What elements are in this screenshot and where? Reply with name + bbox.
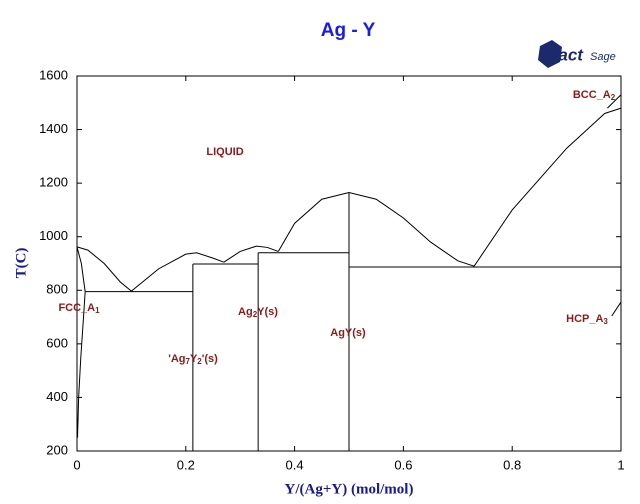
phase-boundary <box>607 94 622 109</box>
region-label: BCC_A2 <box>573 89 616 102</box>
y-tick-label: 800 <box>46 282 68 297</box>
phase-boundary <box>611 301 622 317</box>
region-label: Ag2Y(s) <box>238 306 278 319</box>
x-tick-label: 0.2 <box>177 457 195 472</box>
x-tick-label: 0.4 <box>286 457 304 472</box>
region-label: AgY(s) <box>330 327 366 339</box>
logo-mark <box>538 40 562 68</box>
phase-boundary <box>76 246 86 292</box>
x-tick-label: 1 <box>617 457 624 472</box>
y-tick-label: 1600 <box>39 67 68 82</box>
phase-boundary <box>77 291 86 438</box>
phase-boundary <box>277 192 475 267</box>
y-axis-label: T(C) <box>13 248 29 279</box>
x-axis-label: Y/(Ag+Y) (mol/mol) <box>285 481 414 497</box>
phase-boundary <box>473 107 622 267</box>
phase-boundary <box>223 245 279 263</box>
chart-title: Ag - Y <box>321 20 376 41</box>
y-tick-label: 200 <box>46 442 68 457</box>
x-tick-label: 0.8 <box>503 457 521 472</box>
y-tick-label: 1200 <box>39 175 68 190</box>
region-label: LIQUID <box>206 146 243 158</box>
logo-sub: Sage <box>590 51 616 63</box>
phase-boundary <box>131 252 225 292</box>
phase-boundary <box>76 246 132 292</box>
x-tick-label: 0 <box>73 457 80 472</box>
logo: Fact Sage <box>538 40 616 68</box>
region-label: FCC_A1 <box>58 302 100 315</box>
region-label: 'Ag7Y2'(s) <box>168 353 218 366</box>
y-tick-label: 400 <box>46 389 68 404</box>
y-tick-label: 600 <box>46 335 68 350</box>
region-label: HCP_A3 <box>566 313 608 326</box>
y-tick-label: 1400 <box>39 121 68 136</box>
logo-main: Fact <box>548 45 584 64</box>
x-tick-label: 0.6 <box>394 457 412 472</box>
y-tick-label: 1000 <box>39 228 68 243</box>
